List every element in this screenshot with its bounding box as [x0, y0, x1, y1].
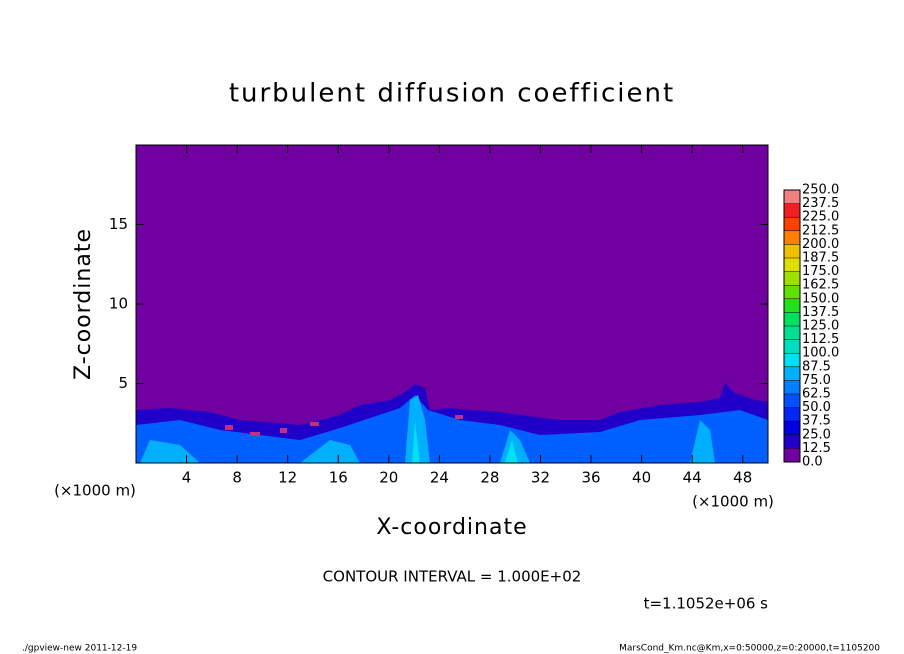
x-tick-label: 28	[480, 469, 499, 487]
contour-interval: CONTOUR INTERVAL = 1.000E+02	[323, 568, 582, 586]
colorbar-cell	[784, 326, 800, 340]
field	[136, 383, 768, 463]
x-tick-label: 24	[430, 469, 449, 487]
footer-right: MarsCond_Km.nc@Km,x=0:50000,z=0:20000,t=…	[619, 644, 880, 654]
field-region	[690, 420, 715, 463]
colorbar-cell	[784, 448, 800, 462]
colorbar-cell	[784, 312, 800, 326]
field-speck	[280, 428, 287, 433]
x-tick-label: 8	[232, 469, 242, 487]
x-axis-label: X-coordinate	[376, 515, 527, 540]
time-label: t=1.1052e+06 s	[644, 595, 769, 613]
colorbar-cell	[784, 285, 800, 299]
field-region	[140, 440, 200, 463]
colorbar-cell	[784, 394, 800, 408]
colorbar-label: 200.0	[802, 237, 839, 252]
y-axis-label: Z-coordinate	[71, 228, 96, 380]
y-tick-label: 5	[118, 374, 128, 392]
colorbar-label: 112.5	[802, 332, 839, 347]
x-tick-label: 40	[632, 469, 651, 487]
y-tick-label: 10	[109, 295, 128, 313]
colorbar-label: 187.5	[802, 251, 839, 266]
x-tick-label: 16	[329, 469, 348, 487]
colorbar-label: 75.0	[802, 373, 831, 388]
colorbar-label: 37.5	[802, 414, 831, 429]
colorbar-label: 137.5	[802, 305, 839, 320]
colorbar-label: 212.5	[802, 223, 839, 238]
y-unit-label: (×1000 m)	[54, 482, 136, 500]
colorbar-label: 50.0	[802, 400, 831, 415]
colorbar-cell	[784, 380, 800, 394]
x-tick-label: 12	[278, 469, 297, 487]
field-speck	[225, 425, 233, 430]
x-tick-label: 36	[581, 469, 600, 487]
colorbar-cell	[784, 339, 800, 354]
colorbar-cell	[784, 203, 800, 218]
field-region	[505, 440, 518, 463]
x-unit-label: (×1000 m)	[692, 493, 774, 511]
colorbar-cell	[784, 434, 800, 449]
footer-left: ./gpview-new 2011-12-19	[22, 644, 137, 654]
colorbar-cell	[784, 244, 800, 258]
colorbar-label: 0.0	[802, 455, 823, 470]
colorbar-cell	[784, 271, 800, 286]
field-speck	[455, 415, 463, 419]
x-tick-label: 20	[379, 469, 398, 487]
colorbar-label: 62.5	[802, 387, 831, 402]
x-tick-label: 44	[683, 469, 702, 487]
field-region	[300, 440, 360, 463]
colorbar-label: 162.5	[802, 278, 839, 293]
colorbar-cell	[784, 366, 800, 381]
y-tick-label: 15	[109, 215, 128, 233]
colorbar-label: 25.0	[802, 427, 831, 442]
field-speck	[310, 422, 319, 426]
field-region	[412, 420, 420, 463]
colorbar-cell	[784, 298, 800, 313]
colorbar-label: 225.0	[802, 210, 839, 225]
colorbar-cell	[784, 230, 800, 245]
field-region	[500, 430, 530, 463]
field-region	[405, 395, 430, 463]
colorbar-label: 250.0	[802, 183, 839, 198]
colorbar-label: 175.0	[802, 264, 839, 279]
field-speck	[250, 432, 260, 436]
colorbar-label: 12.5	[802, 441, 831, 456]
colorbar-cell	[784, 353, 800, 367]
colorbar-cell	[784, 190, 800, 204]
colorbar-cell	[784, 421, 800, 435]
colorbar-label: 150.0	[802, 291, 839, 306]
colorbar-cell	[784, 407, 800, 422]
colorbar-label: 100.0	[802, 346, 839, 361]
chart-title: turbulent diffusion coefficient	[229, 79, 675, 109]
colorbar-cell	[784, 217, 800, 231]
x-tick-label: 4	[182, 469, 192, 487]
colorbar-label: 87.5	[802, 359, 831, 374]
colorbar-cell	[784, 258, 800, 272]
x-tick-label: 48	[733, 469, 752, 487]
x-tick-label: 32	[531, 469, 550, 487]
field-region	[136, 395, 768, 463]
colorbar-label: 125.0	[802, 319, 839, 334]
colorbar-label: 237.5	[802, 196, 839, 211]
